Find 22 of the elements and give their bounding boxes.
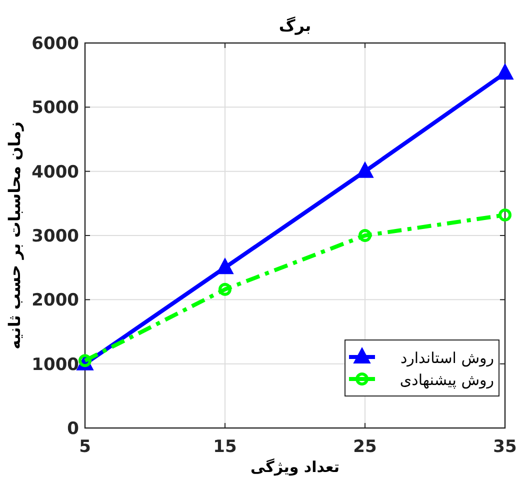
- x-axis-title: تعداد ویژگی: [250, 458, 340, 476]
- point: [358, 229, 372, 242]
- y-tick-label: 2000: [32, 290, 80, 311]
- point: [498, 208, 512, 222]
- y-tick-label: 4000: [32, 162, 80, 182]
- point: [218, 282, 232, 296]
- y-tick-label: 3000: [32, 226, 80, 246]
- legend-label: روش استاندارد: [400, 349, 494, 367]
- x-tick-label: 25: [353, 437, 377, 457]
- x-tick-label: 15: [213, 437, 237, 457]
- legend-label: روش پیشنهادی: [400, 371, 494, 389]
- point: [356, 162, 374, 178]
- chart-title: برگ: [278, 16, 312, 35]
- y-tick-label: 5000: [32, 98, 80, 118]
- y-axis-title: زمان محاسبات بر حسب ثانیه: [5, 122, 24, 350]
- point: [216, 258, 234, 274]
- y-tick-label: 0: [67, 419, 80, 439]
- x-tick-label: 35: [493, 437, 517, 457]
- y-tick-label: 1000: [32, 354, 80, 375]
- point: [496, 64, 514, 80]
- x-tick-label: 5: [79, 437, 91, 457]
- y-tick-label: 6000: [32, 34, 80, 54]
